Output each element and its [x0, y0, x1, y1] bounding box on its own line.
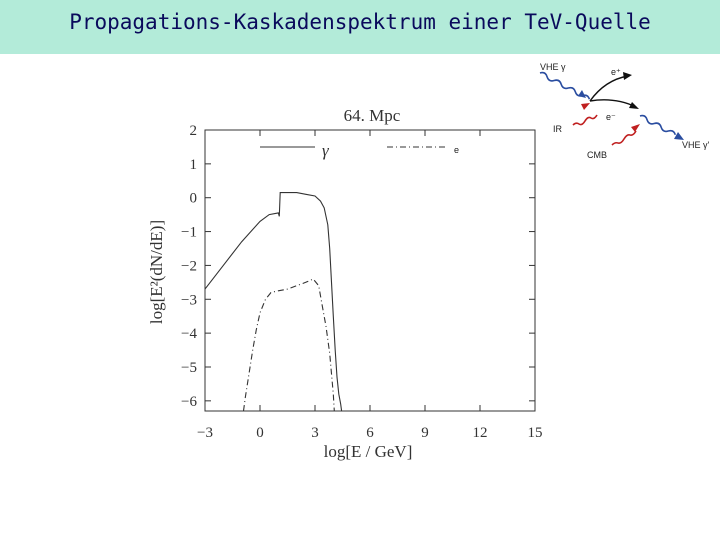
label-positron: e⁺	[611, 67, 621, 77]
chart-title: 64. Mpc	[344, 106, 401, 125]
y-tick-label: −4	[181, 326, 197, 342]
chart-legend: γ e	[260, 141, 459, 160]
y-tick-label: −2	[181, 258, 197, 274]
y-axis-label: log[E²(dN/dE)]	[147, 220, 166, 324]
axis-ticks: −3 0 3 6 9 12 15 2 1 0 −1 −2 −3 −4 −5 −6	[181, 123, 542, 441]
legend-e-label: e	[454, 145, 459, 155]
x-tick-label: 3	[311, 425, 319, 441]
x-tick-label: −3	[197, 425, 213, 441]
x-tick-label: 0	[256, 425, 264, 441]
slide-title: Propagations-Kaskadenspektrum einer TeV-…	[69, 10, 651, 34]
scattered-photon-arrowhead	[674, 132, 684, 140]
ir-arrowhead	[581, 103, 590, 110]
label-cmb: CMB	[587, 150, 607, 160]
x-tick-label: 12	[473, 425, 488, 441]
y-tick-label: 0	[190, 191, 198, 207]
label-vhe-gamma-prime: VHE γ'	[682, 140, 710, 150]
label-electron: e⁻	[606, 112, 616, 122]
y-tick-label: −3	[181, 292, 197, 308]
y-tick-label: −5	[181, 360, 197, 376]
label-ir: IR	[553, 124, 563, 134]
y-tick-label: −6	[181, 394, 197, 410]
y-tick-label: 2	[190, 123, 198, 139]
y-tick-label: −1	[181, 225, 197, 241]
x-axis-label: log[E / GeV]	[324, 442, 413, 461]
photon-arrowhead	[578, 90, 586, 98]
series-line-electron	[242, 278, 335, 412]
cmb-arrowhead	[631, 124, 640, 132]
ir-photon	[572, 114, 598, 126]
positron-arrowhead	[623, 72, 632, 80]
x-tick-label: 15	[528, 425, 543, 441]
electron-arrowhead	[629, 102, 639, 109]
cmb-photon	[611, 130, 637, 146]
pair-production-diagram: VHE γ e⁺ e⁻ IR CMB VHE γ'	[539, 62, 710, 160]
y-tick-label: 1	[190, 157, 198, 173]
legend-gamma-label: γ	[322, 141, 330, 160]
positron-track	[589, 75, 629, 102]
label-vhe-gamma: VHE γ	[540, 62, 566, 72]
title-bar	[0, 0, 720, 54]
scattered-vhe-photon	[639, 114, 677, 136]
x-tick-label: 6	[366, 425, 374, 441]
plot-frame	[204, 129, 536, 412]
series-line-gamma	[204, 192, 343, 412]
electron-track	[589, 99, 637, 108]
x-tick-label: 9	[421, 425, 429, 441]
series-lines	[204, 192, 343, 412]
